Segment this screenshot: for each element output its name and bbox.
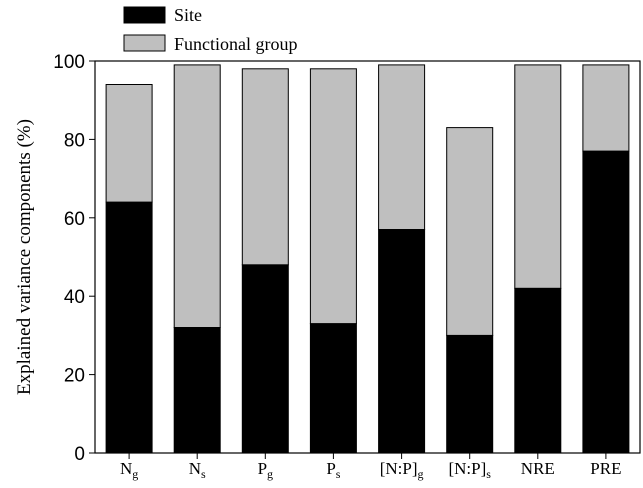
bar-site-pg — [241, 264, 289, 454]
legend-swatch-site — [123, 6, 166, 24]
y-tick-label: 20 — [64, 366, 85, 387]
legend-label-functional-group: Functional group — [174, 34, 298, 54]
y-axis: 0 20 40 60 80 100 — [53, 52, 95, 465]
bar-site-n-p-s — [446, 334, 494, 454]
legend-label-site: Site — [174, 5, 202, 25]
bar-functional-group-pre — [582, 64, 630, 152]
legend: Site Functional group — [123, 5, 298, 54]
x-tick-label: Ps — [326, 459, 340, 481]
plot-frame — [94, 60, 641, 454]
bar-site-ng — [105, 201, 153, 454]
y-tick-label: 60 — [64, 209, 85, 230]
bar-functional-group-ps — [309, 68, 357, 325]
x-tick-label: Ns — [189, 459, 206, 481]
bar-functional-group-pg — [241, 68, 289, 266]
x-tick-label: PRE — [590, 459, 621, 478]
y-tick-label: 40 — [64, 287, 85, 308]
x-tick-label: Ng — [120, 459, 138, 481]
y-tick-label: 100 — [53, 52, 85, 73]
x-tick-label: [N:P]s — [448, 459, 491, 481]
y-tick-label: 80 — [64, 130, 85, 151]
bar-functional-group-n-p-g — [378, 64, 426, 231]
bar-site-ps — [309, 323, 357, 454]
x-axis: Ng Ns Pg Ps [N:P]g [N:P]s NRE PRE — [120, 453, 621, 481]
bar-functional-group-nre — [514, 64, 562, 289]
bar-site-nre — [514, 287, 562, 454]
bar-site-pre — [582, 150, 630, 454]
y-axis-label: Explained variance components (%) — [14, 119, 35, 395]
bar-functional-group-ng — [105, 84, 153, 203]
bar-site-n-p-g — [378, 229, 426, 454]
plot-area — [94, 60, 641, 454]
y-tick-label: 0 — [74, 444, 85, 465]
bar-functional-group-ns — [173, 64, 221, 329]
x-tick-label: [N:P]g — [380, 459, 424, 481]
x-tick-label: NRE — [521, 459, 555, 478]
bar-site-ns — [173, 327, 221, 454]
bar-functional-group-n-p-s — [446, 127, 494, 336]
x-tick-label: Pg — [258, 459, 273, 481]
legend-swatch-functional-group — [123, 34, 166, 52]
